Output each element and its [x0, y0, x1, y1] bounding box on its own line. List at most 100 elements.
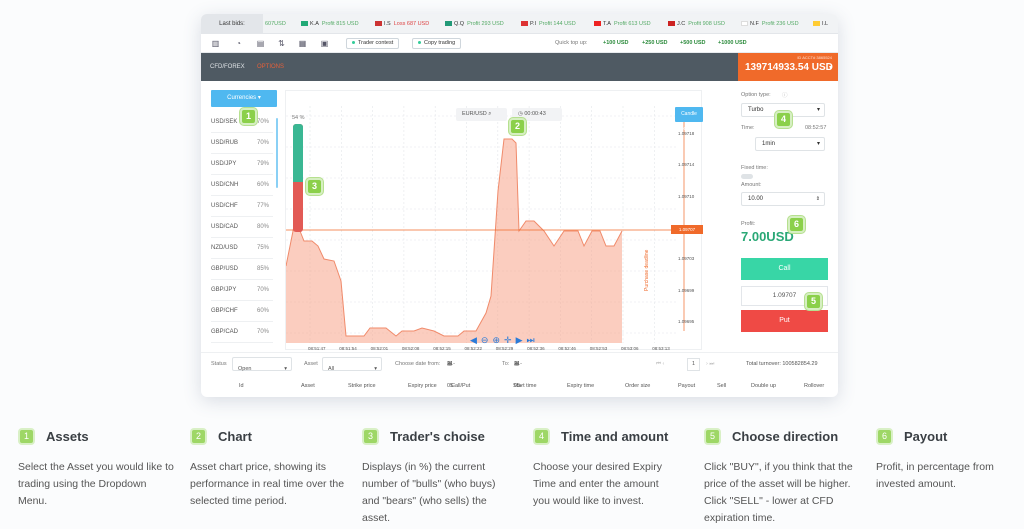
asset-selector[interactable]: EUR/USD ⌕ [456, 108, 507, 121]
card-icon[interactable]: ▦ [298, 39, 307, 48]
y-tick-label: 1.09703 [678, 256, 695, 261]
flag-icon [521, 21, 528, 27]
x-tick-label: 08:52:15 [433, 346, 451, 351]
x-tick-label: 08:52:01 [371, 346, 389, 351]
transfer-icon[interactable]: ⇅ [278, 39, 285, 48]
asset-row[interactable]: USD/CHF 77% [211, 196, 273, 217]
column-header[interactable]: Order size [625, 383, 651, 389]
asset-row[interactable]: USD/CAD 80% [211, 217, 273, 238]
asset-row[interactable]: GBP/USD 85% [211, 259, 273, 280]
topup-500-button[interactable]: +500 USD [680, 40, 706, 46]
scrollbar[interactable] [276, 118, 278, 188]
pagination-prev[interactable]: ⏮ ‹ [656, 361, 665, 367]
amount-input[interactable]: 10.00 ⇕ [741, 192, 825, 206]
ticker-item: T.A Profit 613 USD [594, 14, 651, 34]
asset-row[interactable]: USD/CNH 60% [211, 175, 273, 196]
flag-icon [445, 21, 452, 27]
column-header[interactable]: Payout [678, 383, 696, 389]
info-icon[interactable]: ⓘ [782, 93, 788, 99]
ticker-item: P.I Profit 144 USD [521, 14, 576, 34]
dot-icon [352, 41, 355, 45]
quick-topup-label: Quick top up: [555, 40, 588, 46]
flag-icon [813, 21, 820, 27]
asset-row[interactable]: USD/RUB 70% [211, 133, 273, 154]
status-dropdown[interactable]: Open ▾ [232, 357, 292, 372]
time-label: Time: [741, 125, 755, 131]
column-header[interactable]: Strike price [348, 383, 376, 389]
asset-payout: 70% [256, 287, 269, 293]
assets-panel: Currencies ▾ USD/SEK 70% USD/RUB 70% USD/JPY… [209, 90, 279, 360]
history-icon[interactable]: ◔ [236, 39, 241, 48]
topup-250-button[interactable]: +250 USD [642, 40, 668, 46]
calendar-icon[interactable]: ▣ [320, 39, 329, 48]
column-header[interactable]: Double up [751, 383, 777, 389]
price-line [286, 138, 623, 337]
ticker-item: I.L [813, 14, 831, 34]
column-header[interactable]: Asset [301, 383, 315, 389]
ticker-item: J.C Profit 908 USD [668, 14, 725, 34]
candle-chart-button[interactable]: Candle chart [675, 107, 703, 132]
asset-row[interactable]: NZD/USD 75% [211, 238, 273, 259]
price-chart[interactable]: 1.09718 1.09714 1.09710 1.09703 1.09699 1.096… [285, 90, 703, 351]
pagination-next[interactable]: › ⏭ [706, 361, 715, 367]
tab-cfd-forex[interactable]: CFD/FOREX [210, 64, 245, 70]
orders-table-header: Id Asset Strike price Expiry price Call/Put S… [201, 376, 838, 397]
x-tick-label: 08:52:22 [465, 346, 483, 351]
traders-choice-bar [293, 124, 303, 232]
document-icon[interactable]: ▤ [256, 39, 265, 48]
chevron-down-icon: ▾ [828, 65, 832, 71]
chart-navigation[interactable]: ◀⊖⊕✛▶⏭ [470, 335, 539, 346]
ticker-item: N.F Profit 236 USD [741, 14, 799, 34]
asset-dropdown[interactable]: All ▾ [322, 357, 382, 372]
chart-icon[interactable]: ▥ [211, 39, 220, 48]
asset-name: GBP/CAD [211, 329, 239, 335]
ticker-item: Q.Q Profit 293 USD [445, 14, 504, 34]
asset-name: USD/JPY [211, 161, 237, 167]
asset-name: USD/RUB [211, 140, 239, 146]
asset-payout: 77% [256, 203, 269, 209]
column-header[interactable]: Expiry price [408, 383, 437, 389]
balance-value: 139714933.54 USD [745, 62, 833, 73]
step-badge-1: 1 [240, 108, 257, 125]
column-header[interactable]: Expiry time [567, 383, 595, 389]
topup-100-button[interactable]: +100 USD [603, 40, 629, 46]
profit-label: Profit: [741, 221, 756, 227]
trader-contest-button[interactable]: Trader contest [346, 38, 400, 49]
topup-1000-button[interactable]: +1000 USD [718, 40, 747, 46]
asset-row[interactable]: USD/SEK 70% [211, 112, 273, 133]
asset-row[interactable]: GBP/JPY 70% [211, 280, 273, 301]
ticker-label: Last bids: [201, 14, 263, 34]
y-tick-label: 1.09718 [678, 131, 695, 136]
column-header[interactable]: Call/Put [451, 383, 471, 389]
duration-select[interactable]: 1min ▾ [755, 137, 825, 151]
column-header[interactable]: Sell [717, 383, 727, 389]
balance-box[interactable]: ID ACCT# 3865524 139714933.54 USD ▾ [738, 53, 838, 81]
put-button[interactable]: Put [741, 310, 828, 332]
column-header[interactable]: Rollover [804, 383, 825, 389]
crosshair-icon: ✛ [504, 335, 516, 345]
ticker-item: K.A Profit 815 USD [301, 14, 359, 34]
flag-icon [301, 21, 308, 27]
clock-icon: ◷ [518, 111, 523, 117]
fixed-time-toggle[interactable] [741, 174, 753, 179]
currencies-dropdown[interactable]: Currencies ▾ [211, 90, 277, 107]
tab-options[interactable]: OPTIONS [257, 64, 285, 70]
column-header[interactable]: Id [239, 383, 244, 389]
step-badge-5: 5 [805, 293, 822, 310]
asset-name: USD/SEK [211, 119, 238, 125]
y-tick-label: 1.09699 [678, 288, 695, 293]
page-number[interactable]: 1 [687, 358, 701, 371]
asset-row[interactable]: USD/JPY 79% [211, 154, 273, 175]
asset-row[interactable]: GBP/CAD 70% [211, 322, 273, 343]
y-tick-label: 1.09714 [678, 162, 695, 167]
traders-percent: 54 % [292, 115, 305, 121]
asset-payout: 75% [256, 245, 269, 251]
timer-display: ◷ 00:00:43 [512, 108, 562, 121]
column-header[interactable]: Start time [513, 383, 537, 389]
asset-row[interactable]: GBP/CHF 60% [211, 301, 273, 322]
call-button[interactable]: Call [741, 258, 828, 280]
filter-bar: Status Open ▾ Asset All ▾ Choose date from… [201, 352, 838, 389]
time-value: 08:52:57 [805, 125, 827, 131]
copy-trading-button[interactable]: Copy trading [412, 38, 462, 49]
current-price-tag: 1.09707 [671, 225, 703, 234]
